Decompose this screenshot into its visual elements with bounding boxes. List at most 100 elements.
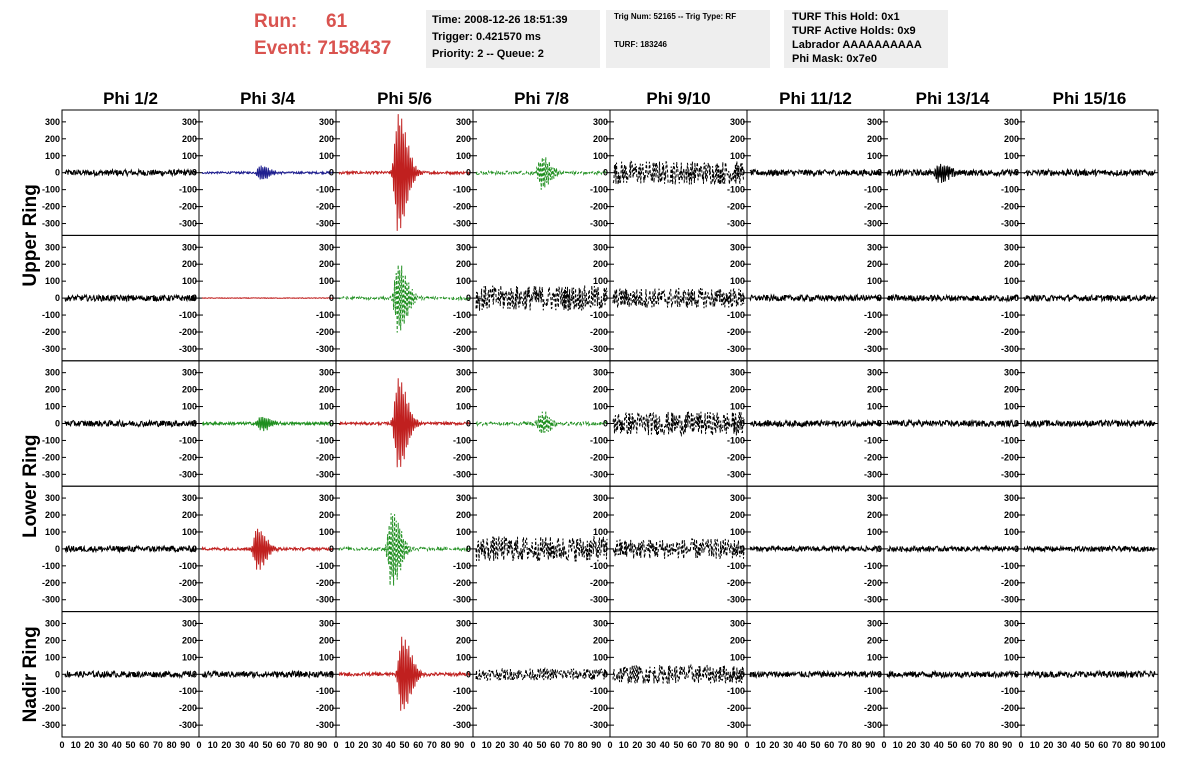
y-tick-label: 200 [456,385,471,395]
y-tick-label: -200 [316,703,334,713]
y-tick-label: 100 [182,527,197,537]
column-title-3: Phi 5/6 [377,89,432,108]
y-tick-label: 0 [329,168,334,178]
column-title-7: Phi 13/14 [916,89,990,108]
y-tick-label: -100 [316,185,334,195]
column-title-6: Phi 11/12 [779,89,852,108]
y-tick-label: 100 [182,402,197,412]
y-tick-label: 100 [1004,527,1019,537]
y-tick-label: 0 [740,419,745,429]
y-tick-label: 300 [182,117,197,127]
y-tick-label: 100 [867,652,882,662]
y-tick-label: 100 [319,652,334,662]
y-tick-label: 100 [730,527,745,537]
y-tick-label: 0 [329,293,334,303]
x-tick-label: 90 [317,740,327,750]
y-tick-label: -300 [42,720,60,730]
y-tick-label: -100 [179,310,197,320]
x-tick-label: 100 [1150,740,1165,750]
waveform-trace [886,669,1019,680]
y-tick-label: -200 [179,452,197,462]
x-tick-label: 70 [838,740,848,750]
x-tick-label: 60 [824,740,834,750]
y-tick-label: 0 [329,669,334,679]
y-tick-label: 300 [456,242,471,252]
y-tick-label: 0 [466,544,471,554]
y-tick-label: -300 [864,595,882,605]
x-tick-label: 70 [290,740,300,750]
y-tick-label: 0 [1014,293,1019,303]
y-tick-label: -300 [453,595,471,605]
y-tick-label: -100 [1001,435,1019,445]
y-tick-label: 0 [877,544,882,554]
column-title-2: Phi 3/4 [240,89,295,108]
y-tick-label: 100 [45,402,60,412]
y-tick-label: 0 [740,544,745,554]
y-tick-label: -200 [42,452,60,462]
x-tick-label: 70 [153,740,163,750]
y-tick-label: -300 [42,344,60,354]
waveform-trace [612,287,745,309]
x-tick-label: 30 [920,740,930,750]
waveform-trace [338,114,471,231]
y-tick-label: 200 [730,134,745,144]
x-tick-label: 40 [797,740,807,750]
x-tick-label: 20 [769,740,779,750]
waveform-trace [64,293,197,303]
x-tick-label: 30 [1057,740,1067,750]
y-tick-label: 300 [730,242,745,252]
x-tick-label: 90 [1002,740,1012,750]
y-tick-label: -200 [179,202,197,212]
x-tick-label: 50 [399,740,409,750]
x-tick-label: 0 [881,740,886,750]
y-tick-label: -300 [1001,469,1019,479]
y-tick-label: 0 [192,544,197,554]
run-event-block: Run: 61 Event: 7158437 [254,8,391,62]
y-tick-label: 0 [877,168,882,178]
y-tick-label: 100 [45,151,60,161]
y-tick-label: -300 [864,469,882,479]
waveform-trace [475,411,608,434]
y-tick-label: 200 [593,510,608,520]
y-tick-label: 0 [603,168,608,178]
labrador-text: Labrador AAAAAAAAAA [792,39,922,51]
waveform-trace [201,165,334,180]
x-tick-label: 90 [728,740,738,750]
turf-active-text: TURF Active Holds: 0x9 [792,25,916,37]
x-tick-label: 20 [495,740,505,750]
y-tick-label: 300 [45,493,60,503]
y-tick-label: 200 [45,134,60,144]
y-tick-label: 100 [319,402,334,412]
y-tick-label: -100 [864,435,882,445]
priority-text: Priority: 2 -- Queue: 2 [432,48,544,60]
y-tick-label: -300 [590,469,608,479]
y-tick-label: -300 [42,469,60,479]
waveform-trace [201,669,334,680]
x-tick-label: 60 [139,740,149,750]
y-tick-label: 100 [867,276,882,286]
x-tick-label: 60 [687,740,697,750]
y-tick-label: 300 [1004,117,1019,127]
y-tick-label: 0 [192,168,197,178]
y-tick-label: 300 [593,242,608,252]
y-tick-label: -200 [727,327,745,337]
y-tick-label: 200 [456,134,471,144]
y-tick-label: 300 [319,242,334,252]
y-tick-label: 200 [593,134,608,144]
x-tick-label: 70 [427,740,437,750]
y-tick-label: 300 [319,493,334,503]
y-tick-label: 100 [593,527,608,537]
y-tick-label: 300 [182,618,197,628]
y-tick-label: -100 [1001,310,1019,320]
y-tick-label: 300 [593,493,608,503]
y-tick-label: 300 [456,618,471,628]
waveform-trace [338,264,471,333]
y-tick-label: 300 [182,368,197,378]
y-tick-label: 100 [319,276,334,286]
y-tick-label: 200 [182,510,197,520]
y-tick-label: 300 [456,368,471,378]
y-tick-label: 300 [1004,618,1019,628]
waveform-trace [475,285,608,311]
waveform-trace [1023,544,1156,554]
y-tick-label: -100 [453,686,471,696]
